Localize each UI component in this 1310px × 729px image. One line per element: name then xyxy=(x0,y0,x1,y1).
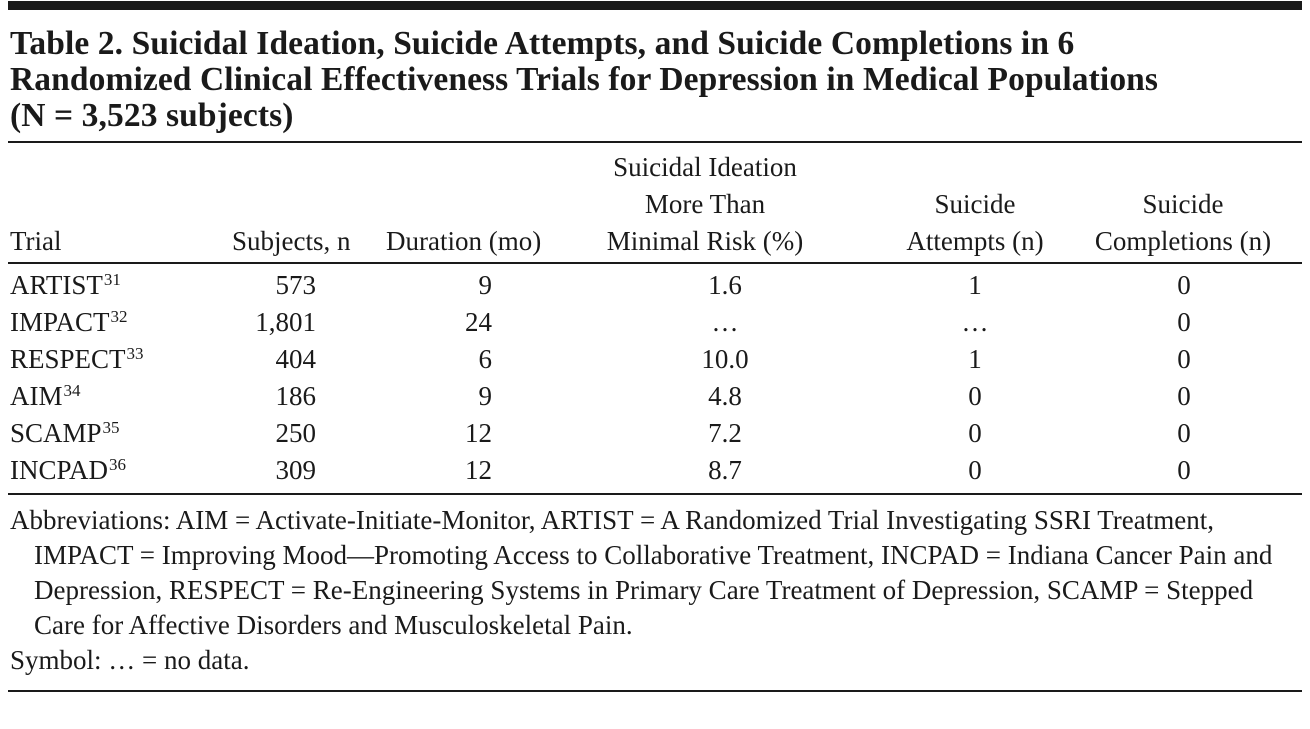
subjects-cell: 404 xyxy=(275,344,317,374)
abbreviations-note: Abbreviations: AIM = Activate-Initiate-M… xyxy=(10,505,1273,640)
ideation-cell: 1.6 xyxy=(708,270,742,300)
table-row: SCAMP35 250 12 7.2 0 0 xyxy=(8,415,1302,452)
trial-name: ARTIST31 xyxy=(10,270,121,300)
header-subjects: Subjects, n xyxy=(232,226,351,256)
duration-cell: 9 xyxy=(478,270,493,300)
title-rule xyxy=(8,141,1302,143)
duration-cell: 9 xyxy=(478,381,493,411)
header-duration: Duration (mo) xyxy=(386,226,542,256)
attempts-cell: … xyxy=(961,307,989,337)
subjects-cell: 186 xyxy=(275,381,317,411)
attempts-cell: 0 xyxy=(968,381,982,411)
header-trial: Trial xyxy=(10,226,62,256)
completions-cell: 0 xyxy=(1177,381,1191,411)
ideation-cell: 4.8 xyxy=(708,381,742,411)
header-completions: Suicide Completions (n) xyxy=(1094,189,1272,256)
attempts-cell: 1 xyxy=(968,344,982,374)
table-row: AIM34 186 9 4.8 0 0 xyxy=(8,378,1302,415)
completions-cell: 0 xyxy=(1177,344,1191,374)
trial-name: AIM34 xyxy=(10,381,81,411)
attempts-cell: 0 xyxy=(968,418,982,448)
reference-superscript: 32 xyxy=(110,307,128,326)
attempts-cell: 0 xyxy=(968,455,982,485)
table-row: ARTIST31 573 9 1.6 1 0 xyxy=(8,263,1302,304)
trial-name: RESPECT33 xyxy=(10,344,144,374)
completions-cell: 0 xyxy=(1177,418,1191,448)
attempts-cell: 1 xyxy=(968,270,982,300)
subjects-cell: 309 xyxy=(275,455,317,485)
ideation-cell: 10.0 xyxy=(701,344,749,374)
subjects-cell: 573 xyxy=(275,270,317,300)
header-attempts: Suicide Attempts (n) xyxy=(906,189,1044,256)
end-rule xyxy=(8,690,1302,692)
top-rule xyxy=(8,1,1302,10)
trial-name: IMPACT32 xyxy=(10,307,128,337)
symbol-note: Symbol: … = no data. xyxy=(10,645,250,675)
title-line: Randomized Clinical Effectiveness Trials… xyxy=(10,61,1159,98)
duration-cell: 12 xyxy=(465,455,492,485)
trial-name: INCPAD36 xyxy=(10,455,127,485)
table-footnotes: Abbreviations: AIM = Activate-Initiate-M… xyxy=(8,503,1302,678)
duration-cell: 12 xyxy=(465,418,492,448)
reference-superscript: 31 xyxy=(103,270,121,289)
duration-cell: 24 xyxy=(465,307,492,337)
reference-superscript: 36 xyxy=(109,455,127,474)
ideation-cell: 7.2 xyxy=(708,418,742,448)
table-row: INCPAD36 309 12 8.7 0 0 xyxy=(8,452,1302,493)
ideation-cell: 8.7 xyxy=(708,455,742,485)
completions-cell: 0 xyxy=(1177,455,1191,485)
header-ideation: Suicidal Ideation More Than Minimal Risk… xyxy=(606,152,804,256)
title-line: Table 2. Suicidal Ideation, Suicide Atte… xyxy=(10,25,1075,62)
table-bottom-rule xyxy=(8,493,1302,495)
ideation-cell: … xyxy=(711,307,739,337)
completions-cell: 0 xyxy=(1177,270,1191,300)
table-title: Table 2. Suicidal Ideation, Suicide Atte… xyxy=(10,26,1302,134)
reference-superscript: 33 xyxy=(126,344,144,363)
table-row: IMPACT32 1,801 24 … … 0 xyxy=(8,304,1302,341)
table-row: RESPECT33 404 6 10.0 1 0 xyxy=(8,341,1302,378)
reference-superscript: 35 xyxy=(102,418,120,437)
duration-cell: 6 xyxy=(478,344,493,374)
header-row: Trial Subjects, n Duration (mo) Suicidal… xyxy=(8,143,1302,263)
table-document: Table 2. Suicidal Ideation, Suicide Atte… xyxy=(8,0,1302,692)
completions-cell: 0 xyxy=(1177,307,1191,337)
data-table: Trial Subjects, n Duration (mo) Suicidal… xyxy=(8,143,1302,493)
subjects-cell: 250 xyxy=(275,418,317,448)
reference-superscript: 34 xyxy=(63,381,81,400)
subjects-cell: 1,801 xyxy=(255,307,316,337)
trial-name: SCAMP35 xyxy=(10,418,120,448)
title-line: (N = 3,523 subjects) xyxy=(10,97,294,134)
